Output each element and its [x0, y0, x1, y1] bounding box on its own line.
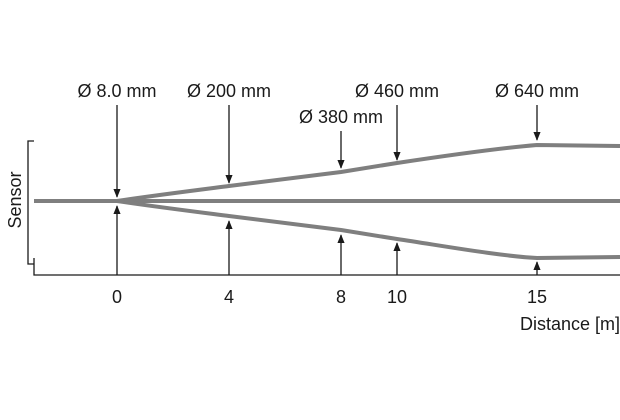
diameter-label: Ø 640 mm — [495, 81, 579, 101]
x-tick-label: 10 — [387, 287, 407, 307]
sensor-label: Sensor — [5, 171, 25, 228]
sensor-bracket — [27, 140, 34, 265]
diameter-label: Ø 460 mm — [355, 81, 439, 101]
x-tick-label: 4 — [224, 287, 234, 307]
diameter-label: Ø 200 mm — [187, 81, 271, 101]
diameter-label: Ø 380 mm — [299, 107, 383, 127]
x-tick-label: 0 — [112, 287, 122, 307]
axis-line — [33, 258, 620, 276]
axis-label: Distance [m] — [520, 314, 620, 334]
x-tick-label: 15 — [527, 287, 547, 307]
beam-lower — [116, 199, 620, 260]
beam-upper — [34, 143, 620, 203]
diameter-label: Ø 8.0 mm — [77, 81, 156, 101]
x-tick-label: 8 — [336, 287, 346, 307]
